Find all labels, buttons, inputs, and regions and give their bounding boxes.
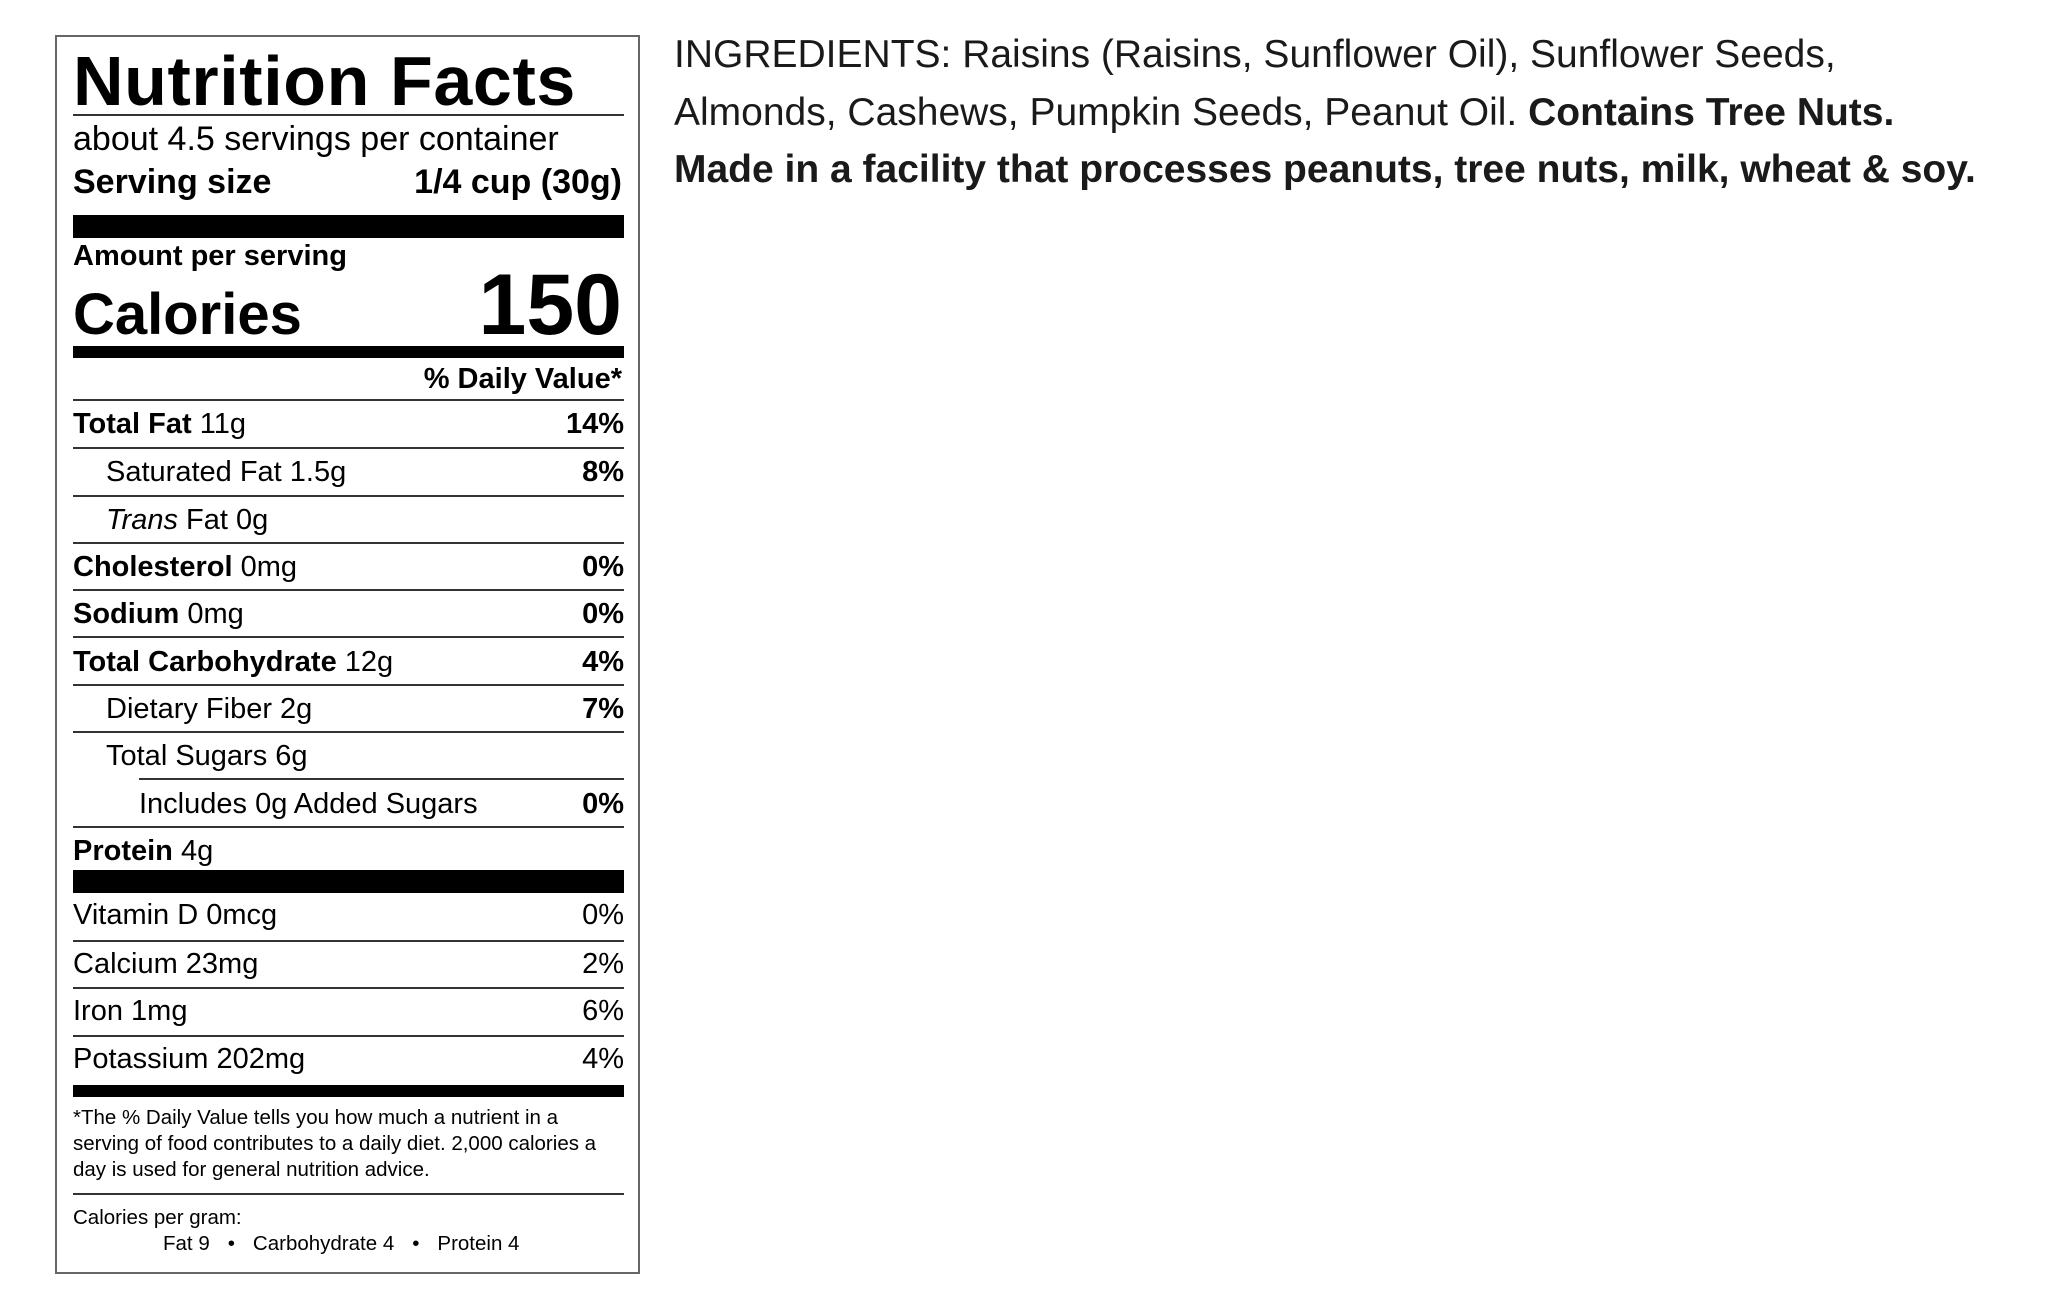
nutrient-bold-label: Protein [73,834,173,867]
nutrient-row: Trans Fat 0g [73,494,624,542]
separator: • [227,1232,235,1255]
nutrient-row: Saturated Fat 1.5g 8% [73,447,624,494]
nutrient-name: Sodium 0mg [73,598,244,631]
cpg-protein: Protein 4 [437,1232,520,1255]
nutrient-row: Total Sugars 6g [73,731,624,778]
nutrient-daily-value: 14% [565,408,624,441]
calories-per-gram-values: Fat 9 • Carbohydrate 4 • Protein 4 [163,1231,622,1256]
nutrition-facts-label: Nutrition Facts about 4.5 servings per c… [55,35,640,1274]
nutrient-name: Dietary Fiber 2g [73,693,312,726]
nutrient-amount: 0mg [179,598,244,631]
nutrient-row: Total Fat 11g 14% [73,400,624,447]
vitamin-row: Potassium 202mg 4% [73,1034,624,1083]
nutrient-name: Protein 4g [73,835,213,868]
calories-value: 150 [478,257,623,353]
nutrient-amount: 0mg [232,551,298,584]
cpg-fat: Fat 9 [163,1232,210,1255]
nutrient-bold-label: Total Carbohydrate [73,645,337,678]
vitamin-name: Potassium 202mg [73,1042,306,1075]
vitamin-row: Calcium 23mg 2% [73,939,624,988]
nutrient-name: Cholesterol 0mg [73,551,297,584]
nutrient-name: Includes 0g Added Sugars [139,788,478,821]
vitamin-daily-value: 4% [582,1042,624,1075]
nutrient-row: Protein 4g [73,825,624,873]
nutrient-daily-value: 0% [582,551,624,584]
serving-size-value: 1/4 cup (30g) [414,163,622,201]
medium-divider [73,1085,624,1097]
nutrition-title: Nutrition Facts [73,42,576,120]
calories: Calories 150 [73,257,623,353]
nutrient-daily-value: 4% [582,645,624,678]
nutrient-amount: 12g [336,645,394,678]
nutrient-name: Trans Fat 0g [73,504,268,537]
ingredients-line-2: Almonds, Cashews, Pumpkin Seeds, Peanut … [674,84,1976,142]
nutrient-row: Sodium 0mg 0% [73,589,624,636]
nutrient-daily-value: 0% [582,598,624,631]
vitamin-rows: Vitamin D 0mcg 0% Calcium 23mg 2% Iron 1mg 6%… [73,892,624,1082]
nutrient-italic-label: Trans [106,503,178,536]
serving-size: Serving size 1/4 cup (30g) [73,161,622,203]
nutrient-amount: Dietary Fiber 2g [106,692,313,725]
amount-per-serving: Amount per serving [73,240,347,272]
thick-divider [73,215,624,238]
vitamin-name: Vitamin D 0mcg [73,899,278,932]
nutrient-amount: Fat 0g [177,503,269,536]
serving-size-label: Serving size [73,163,272,201]
medium-divider [73,346,624,358]
nutrient-amount: 4g [172,834,214,867]
nutrient-daily-value: 8% [582,456,624,489]
nutrient-daily-value: 0% [582,787,624,820]
nutrient-amount: 11g [191,408,246,441]
calories-label: Calories [73,282,302,347]
vitamin-daily-value: 6% [582,995,624,1028]
nutrient-name: Total Fat 11g [73,408,246,441]
divider [73,399,624,401]
vitamin-row: Iron 1mg 6% [73,987,624,1035]
ingredients-text: INGREDIENTS: Raisins (Raisins, Sunflower… [674,26,1976,199]
ingredients-list-end: Almonds, Cashews, Pumpkin Seeds, Peanut … [674,90,1529,134]
ingredients-line-1: INGREDIENTS: Raisins (Raisins, Sunflower… [674,33,1836,76]
facility-statement: Made in a facility that processes peanut… [674,148,1976,191]
nutrient-bold-label: Sodium [73,598,180,631]
nutrient-daily-value: 7% [582,692,624,725]
servings-per-container: about 4.5 servings per container [73,120,559,158]
thick-divider [73,870,624,893]
calories-per-gram-label: Calories per gram: [73,1206,242,1229]
nutrient-name: Total Sugars 6g [73,740,308,773]
nutrient-amount: Includes 0g Added Sugars [139,787,478,820]
daily-value-footnote: *The % Daily Value tells you how much a … [73,1106,597,1181]
vitamin-name: Calcium 23mg [73,947,259,980]
nutrient-bold-label: Cholesterol [73,551,233,584]
nutrient-amount: Saturated Fat 1.5g [106,456,347,489]
nutrient-amount: Total Sugars 6g [106,740,308,773]
daily-value-header: % Daily Value* [423,363,622,395]
nutrient-bold-label: Total Fat [73,408,192,441]
separator: • [412,1232,420,1255]
nutrient-name: Saturated Fat 1.5g [73,456,346,489]
vitamin-name: Iron 1mg [73,995,188,1028]
cpg-carbohydrate: Carbohydrate 4 [252,1232,395,1255]
vitamin-daily-value: 2% [582,947,624,980]
nutrient-row: Includes 0g Added Sugars 0% [139,778,624,825]
allergen-statement: Contains Tree Nuts. [1528,90,1895,134]
vitamin-row: Vitamin D 0mcg 0% [73,892,624,940]
divider [73,114,624,116]
nutrient-name: Total Carbohydrate 12g [73,646,393,679]
nutrient-rows: Total Fat 11g 14% Saturated Fat 1.5g 8% Tran… [73,400,624,873]
vitamin-daily-value: 0% [582,899,624,932]
nutrient-row: Cholesterol 0mg 0% [73,541,624,589]
nutrient-row: Total Carbohydrate 12g 4% [73,636,624,683]
nutrient-row: Dietary Fiber 2g 7% [73,683,624,731]
divider [73,1193,624,1195]
